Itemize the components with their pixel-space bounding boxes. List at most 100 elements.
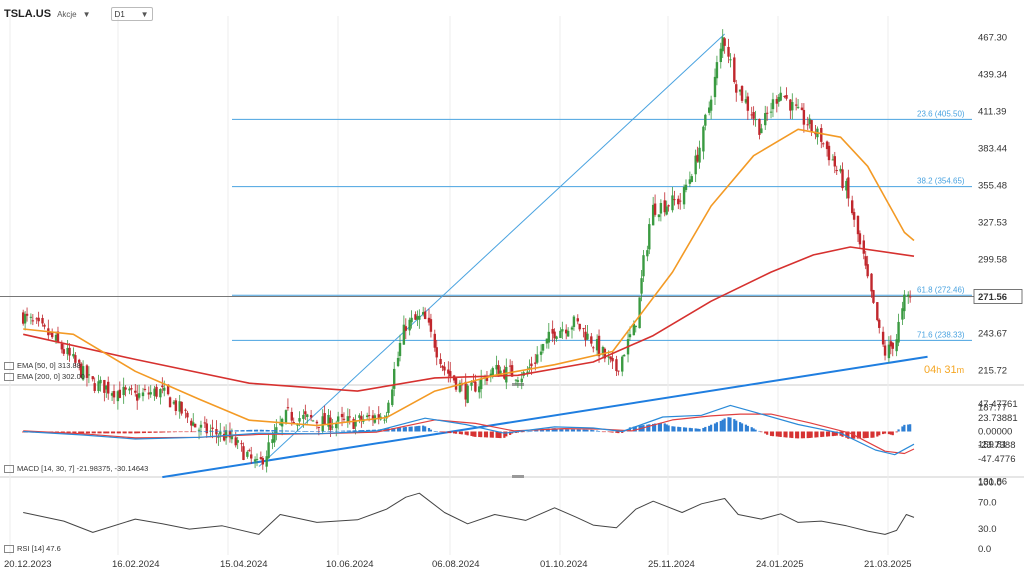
legend-rsi[interactable]: RSI [14] 47.6 xyxy=(4,544,61,553)
candle-body xyxy=(592,347,595,349)
fib-level-label: 23.6 (405.50) xyxy=(917,109,965,118)
macd-histogram-bar xyxy=(907,424,910,432)
candle-body xyxy=(149,392,152,395)
candle-body xyxy=(634,325,637,328)
macd-histogram-bar xyxy=(255,429,259,432)
macd-histogram-bar xyxy=(596,430,599,432)
macd-histogram-bar xyxy=(466,431,469,436)
date-tick-label: 16.02.2024 xyxy=(112,559,160,570)
candle-body xyxy=(628,334,632,338)
indicator-settings-icon[interactable] xyxy=(4,372,14,381)
macd-histogram-bar xyxy=(286,430,290,432)
macd-histogram-bar xyxy=(684,427,688,432)
macd-histogram-bar xyxy=(547,428,550,432)
macd-histogram-bar xyxy=(800,431,804,439)
candle-body xyxy=(595,339,599,351)
candle-body xyxy=(136,394,139,401)
candle-body xyxy=(192,422,195,426)
candle-body xyxy=(694,155,697,175)
macd-histogram-bar xyxy=(141,431,145,434)
candle-body xyxy=(387,402,390,413)
indicator-settings-icon[interactable] xyxy=(4,361,14,370)
macd-histogram-bar xyxy=(178,431,181,433)
candle-body xyxy=(105,385,108,390)
candle-body xyxy=(317,426,321,428)
candle-body xyxy=(520,378,523,383)
macd-histogram-bar xyxy=(180,431,183,433)
candle-body xyxy=(866,264,869,277)
candle-body xyxy=(870,273,873,292)
pane-resize-handle[interactable] xyxy=(512,475,524,478)
macd-histogram-bar xyxy=(410,426,413,432)
fib-level-label: 38.2 (354.65) xyxy=(917,177,965,186)
chart-toolbar: TSLA.US Akcje ▼ D1 ▼ xyxy=(4,6,153,22)
candle-body xyxy=(679,200,682,202)
candle-body xyxy=(315,421,319,424)
candle-body xyxy=(278,423,282,425)
macd-histogram-bar xyxy=(489,431,492,438)
timeframe-select[interactable]: D1 ▼ xyxy=(110,7,153,21)
ema200-line xyxy=(23,246,915,392)
macd-histogram-bar xyxy=(352,430,355,432)
macd-histogram-bar xyxy=(816,431,819,438)
legend-macd[interactable]: MACD [14, 30, 7] -21.98375, -30.14643 xyxy=(4,464,148,473)
macd-histogram-bar xyxy=(721,419,724,432)
legend-ema50[interactable]: EMA [50, 0] 313.88 xyxy=(4,361,81,370)
macd-histogram-bar xyxy=(505,431,508,437)
macd-tick-label: 23.73881 xyxy=(978,413,1018,424)
macd-histogram-bar xyxy=(72,431,75,434)
macd-histogram-bar xyxy=(567,429,570,432)
candle-body xyxy=(211,427,214,429)
candle-body xyxy=(93,383,96,391)
candle-body xyxy=(242,446,245,460)
macd-histogram-bar xyxy=(746,425,749,432)
candle-body xyxy=(410,317,413,323)
candle-body xyxy=(234,437,237,446)
candle-body xyxy=(561,329,564,332)
macd-histogram-bar xyxy=(897,429,900,432)
macd-histogram-bar xyxy=(671,426,674,432)
macd-histogram-bar xyxy=(130,431,133,434)
indicator-settings-icon[interactable] xyxy=(4,544,14,553)
macd-histogram-bar xyxy=(499,431,502,439)
candle-body xyxy=(103,379,106,393)
chevron-down-icon[interactable]: ▼ xyxy=(82,9,91,19)
macd-histogram-bar xyxy=(760,431,763,433)
macd-histogram-bar xyxy=(657,423,661,432)
macd-histogram-bar xyxy=(302,431,305,432)
price-tick-label: 131.86 xyxy=(978,476,1007,487)
candle-body xyxy=(184,409,187,411)
candle-body xyxy=(615,359,618,372)
macd-histogram-bar xyxy=(682,427,686,432)
symbol-label[interactable]: TSLA.US xyxy=(4,8,52,20)
indicator-settings-icon[interactable] xyxy=(4,464,14,473)
macd-histogram-bar xyxy=(485,431,489,438)
candle-body xyxy=(862,240,865,254)
candle-body xyxy=(663,200,666,213)
candle-body xyxy=(551,328,554,334)
fib-swing-line[interactable] xyxy=(258,33,725,467)
candle-body xyxy=(835,170,838,172)
support-trendline[interactable] xyxy=(162,355,928,479)
candle-body xyxy=(754,119,757,121)
candle-body xyxy=(709,99,713,111)
candle-body xyxy=(439,358,442,365)
legend-ema200[interactable]: EMA [200, 0] 302.00 xyxy=(4,372,85,381)
candle-body xyxy=(545,338,549,344)
date-tick-label: 10.06.2024 xyxy=(326,559,374,570)
candle-body xyxy=(735,84,738,93)
price-tick-label: 467.30 xyxy=(978,33,1007,44)
macd-histogram-bar xyxy=(702,427,705,432)
macd-histogram-bar xyxy=(306,431,309,432)
macd-histogram-bar xyxy=(323,431,326,432)
macd-histogram-bar xyxy=(621,431,624,433)
market-label: Akcje xyxy=(57,9,77,19)
macd-histogram-bar xyxy=(820,431,823,438)
macd-histogram-bar xyxy=(708,425,711,432)
rsi-line xyxy=(23,492,915,535)
rsi-tick-label: 70.0 xyxy=(978,498,997,509)
candle-body xyxy=(323,413,326,425)
macd-histogram-bar xyxy=(240,430,243,432)
candle-body xyxy=(470,382,473,386)
